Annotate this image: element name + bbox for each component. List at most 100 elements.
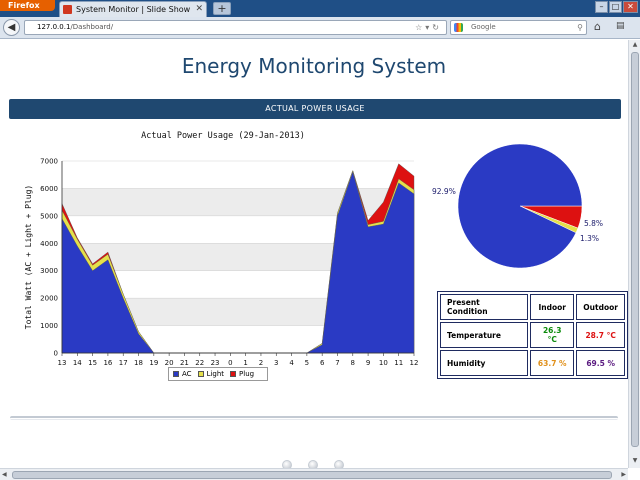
google-icon[interactable] (454, 23, 463, 32)
vertical-scroll-thumb[interactable] (631, 52, 639, 447)
tab-system-monitor[interactable]: System Monitor | Slide Show ✕ (59, 1, 207, 17)
x-tick-label: 1 (243, 359, 247, 367)
x-tick-label: 2 (259, 359, 263, 367)
x-tick-label: 6 (320, 359, 325, 367)
tab-bar: Firefox System Monitor | Slide Show ✕ + … (0, 0, 640, 17)
header-indoor: Indoor (530, 294, 575, 320)
scroll-left-icon[interactable]: ◀ (2, 471, 7, 478)
outdoor-humidity-value: 69.5 % (576, 350, 625, 376)
table-row-temperature: Temperature 26.3 °C 28.7 °C (440, 322, 625, 348)
table-row-humidity: Humidity 63.7 % 69.5 % (440, 350, 625, 376)
x-tick-label: 8 (351, 359, 355, 367)
x-tick-label: 11 (394, 359, 403, 367)
x-tick-label: 23 (211, 359, 220, 367)
x-tick-label: 9 (366, 359, 370, 367)
outdoor-temperature-value: 28.7 °C (576, 322, 625, 348)
x-tick-label: 7 (335, 359, 339, 367)
horizontal-scrollbar[interactable]: ◀ ▶ (0, 468, 628, 480)
dropdown-icon[interactable]: ▾ (425, 23, 433, 32)
y-axis-label: Total Watt (AC + Light + Plug) (24, 185, 33, 330)
usage-pie-chart: 92.9% 5.8% 1.3% (428, 140, 618, 275)
x-tick-label: 21 (180, 359, 189, 367)
pie-label-light-value: 1.3% (580, 234, 599, 243)
x-tick-label: 17 (119, 359, 128, 367)
x-tick-label: 13 (58, 359, 67, 367)
conditions-table: Present Condition Indoor Outdoor Tempera… (437, 291, 628, 379)
legend-swatch-light (197, 371, 204, 377)
legend-swatch-ac (173, 371, 179, 377)
navigation-bar: ◀ 127.0.0.1/Dashboard/ ☆▾↻ Google ⚲ ⌂ ▤ (0, 17, 640, 39)
bookmark-star-icon[interactable]: ☆ (415, 23, 426, 32)
pie-chart-svg: 92.9% 5.8% 1.3% (432, 143, 603, 269)
y-tick-label: 1000 (40, 322, 58, 330)
table-header-row: Present Condition Indoor Outdoor (440, 294, 625, 320)
scroll-up-icon[interactable]: ▲ (632, 41, 638, 48)
pie-slice-ac (457, 143, 583, 269)
section-header: ACTUAL POWER USAGE (9, 99, 621, 119)
x-tick-label: 3 (274, 359, 278, 367)
search-icon[interactable]: ⚲ (577, 23, 583, 32)
favicon-icon (63, 5, 72, 14)
legend-item-light: Light (197, 368, 224, 380)
search-placeholder: Google (471, 23, 496, 31)
vertical-scrollbar[interactable]: ▲ ▼ (628, 40, 640, 468)
minimize-icon[interactable]: – (595, 1, 608, 13)
x-tick-label: 22 (195, 359, 204, 367)
page-title: Energy Monitoring System (181, 54, 447, 78)
reload-icon[interactable]: ↻ (432, 23, 442, 32)
url-host: 127.0.0.1 (37, 23, 71, 31)
y-tick-label: 3000 (40, 267, 58, 275)
header-outdoor: Outdoor (576, 294, 625, 320)
header-present-condition: Present Condition (440, 294, 529, 320)
bookmarks-icon[interactable]: ▤ (616, 21, 625, 31)
tab-close-icon[interactable]: ✕ (195, 4, 203, 14)
slide-pager (282, 460, 344, 468)
horizontal-scroll-thumb[interactable] (12, 471, 612, 479)
legend-item-plug: Plug (230, 368, 254, 380)
y-tick-label: 5000 (40, 212, 58, 220)
home-icon[interactable]: ⌂ (594, 20, 601, 33)
scroll-right-icon[interactable]: ▶ (621, 471, 626, 478)
search-input[interactable]: Google ⚲ (450, 20, 587, 35)
row-label-humidity: Humidity (440, 350, 529, 376)
legend-swatch-plug (230, 371, 237, 377)
slide-dot-2[interactable] (308, 460, 318, 468)
legend-label-plug: Plug (239, 370, 255, 378)
y-tick-label: 0 (54, 350, 58, 358)
x-tick-label: 4 (289, 359, 294, 367)
x-tick-label: 12 (410, 359, 419, 367)
x-tick-label: 19 (149, 359, 158, 367)
x-tick-label: 10 (379, 359, 388, 367)
close-window-icon[interactable]: ✕ (623, 1, 638, 13)
maximize-icon[interactable]: □ (609, 1, 622, 13)
new-tab-button[interactable]: + (213, 2, 231, 15)
x-tick-label: 5 (305, 359, 309, 367)
y-tick-label: 2000 (40, 295, 58, 303)
slide-dot-3[interactable] (334, 460, 344, 468)
x-tick-label: 14 (73, 359, 82, 367)
pie-label-ac: 92.9% (432, 187, 456, 196)
page-viewport: Energy Monitoring System ACTUAL POWER US… (0, 40, 628, 468)
power-usage-chart: 0 1000 2000 3000 4000 5000 6000 7000 13 14 15 16 17 1… (18, 125, 428, 390)
slide-dot-1[interactable] (282, 460, 292, 468)
chart-title: Actual Power Usage (29-Jan-2013) (141, 131, 305, 141)
pie-label-plug: 5.8% (584, 219, 603, 228)
x-tick-label: 18 (134, 359, 143, 367)
indoor-temperature-value: 26.3 °C (530, 322, 575, 348)
tab-title: System Monitor | Slide Show (76, 5, 191, 14)
url-bar[interactable]: 127.0.0.1/Dashboard/ ☆▾↻ (24, 20, 447, 35)
chart-legend: AC Light Plug (168, 367, 268, 381)
back-arrow-icon[interactable]: ◀ (3, 19, 20, 36)
window-controls: – □ ✕ (595, 1, 638, 16)
x-tick-label: 0 (228, 359, 232, 367)
firefox-menu-button[interactable]: Firefox (0, 0, 55, 11)
url-actions: ☆▾↻ (415, 21, 442, 34)
x-tick-label: 20 (165, 359, 174, 367)
x-tick-label: 15 (88, 359, 97, 367)
legend-item-ac: AC (173, 368, 192, 380)
scroll-down-icon[interactable]: ▼ (632, 457, 638, 464)
row-label-temperature: Temperature (440, 322, 529, 348)
x-tick-label: 16 (103, 359, 112, 367)
